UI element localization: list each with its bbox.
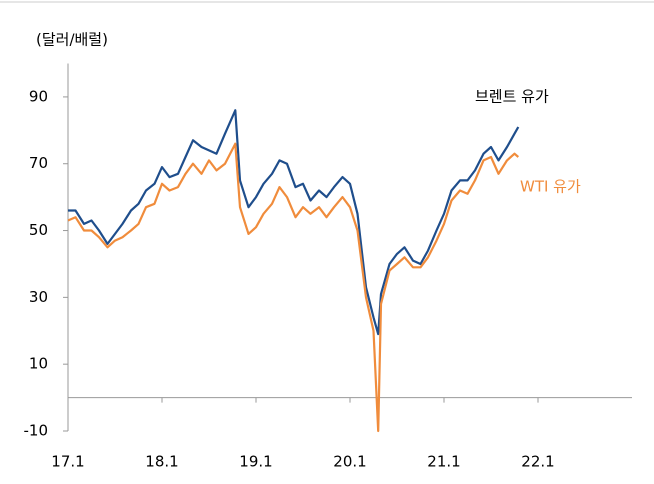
y-tick-label: 10 bbox=[29, 355, 48, 373]
x-tick-label: 20.1 bbox=[333, 453, 366, 471]
x-tick-label: 17.1 bbox=[51, 453, 84, 471]
x-tick-label: 18.1 bbox=[145, 453, 178, 471]
y-tick-label: 30 bbox=[29, 288, 48, 306]
x-tick-label: 22.1 bbox=[521, 453, 554, 471]
series-line bbox=[68, 109, 520, 336]
series-line bbox=[67, 142, 520, 433]
y-tick-label: -10 bbox=[24, 422, 49, 440]
y-tick-label: 50 bbox=[29, 221, 48, 239]
x-tick-label: 19.1 bbox=[239, 453, 272, 471]
series-label: 브렌트 유가 bbox=[475, 88, 549, 106]
y-tick-label: 70 bbox=[29, 154, 48, 172]
x-tick-label: 21.1 bbox=[427, 453, 460, 471]
y-tick-label: 90 bbox=[29, 87, 48, 105]
series-label: WTI 유가 bbox=[520, 178, 581, 196]
y-axis-label: (달러/배럴) bbox=[36, 31, 108, 49]
